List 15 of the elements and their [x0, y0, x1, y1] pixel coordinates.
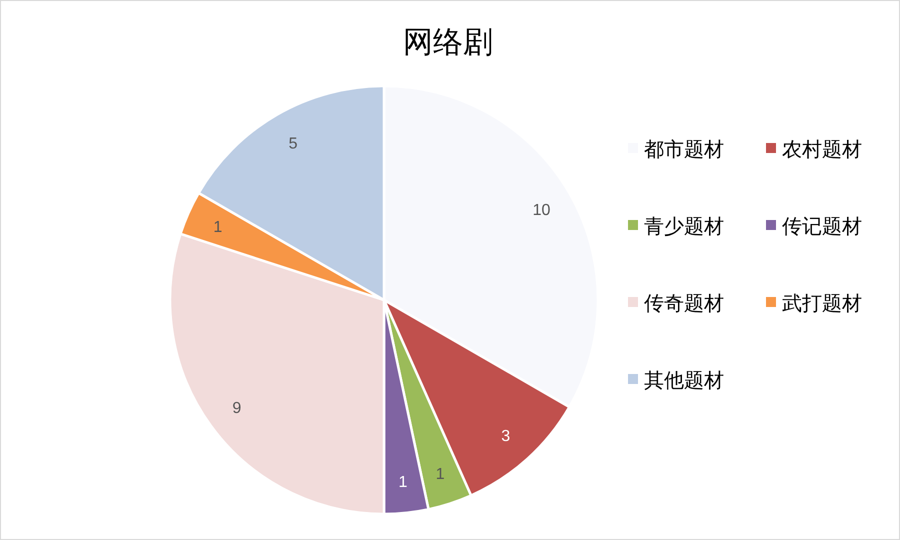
data-label: 5 — [288, 135, 298, 152]
data-label: 10 — [532, 202, 551, 220]
legend-label: 都市题材 — [644, 137, 724, 161]
legend-label: 农村题材 — [782, 137, 862, 161]
data-label: 1 — [213, 219, 222, 236]
legend-label: 青少题材 — [644, 214, 724, 238]
chart-title: 网络剧 — [403, 25, 493, 60]
data-label: 9 — [232, 400, 242, 417]
legend-label: 传奇题材 — [644, 291, 724, 315]
data-label: 1 — [398, 474, 408, 491]
data-label: 1 — [436, 466, 445, 483]
legend-label: 其他题材 — [644, 368, 724, 392]
legend-label: 传记题材 — [782, 214, 862, 238]
legend-label: 武打题材 — [782, 291, 862, 315]
data-label: 3 — [501, 428, 510, 446]
